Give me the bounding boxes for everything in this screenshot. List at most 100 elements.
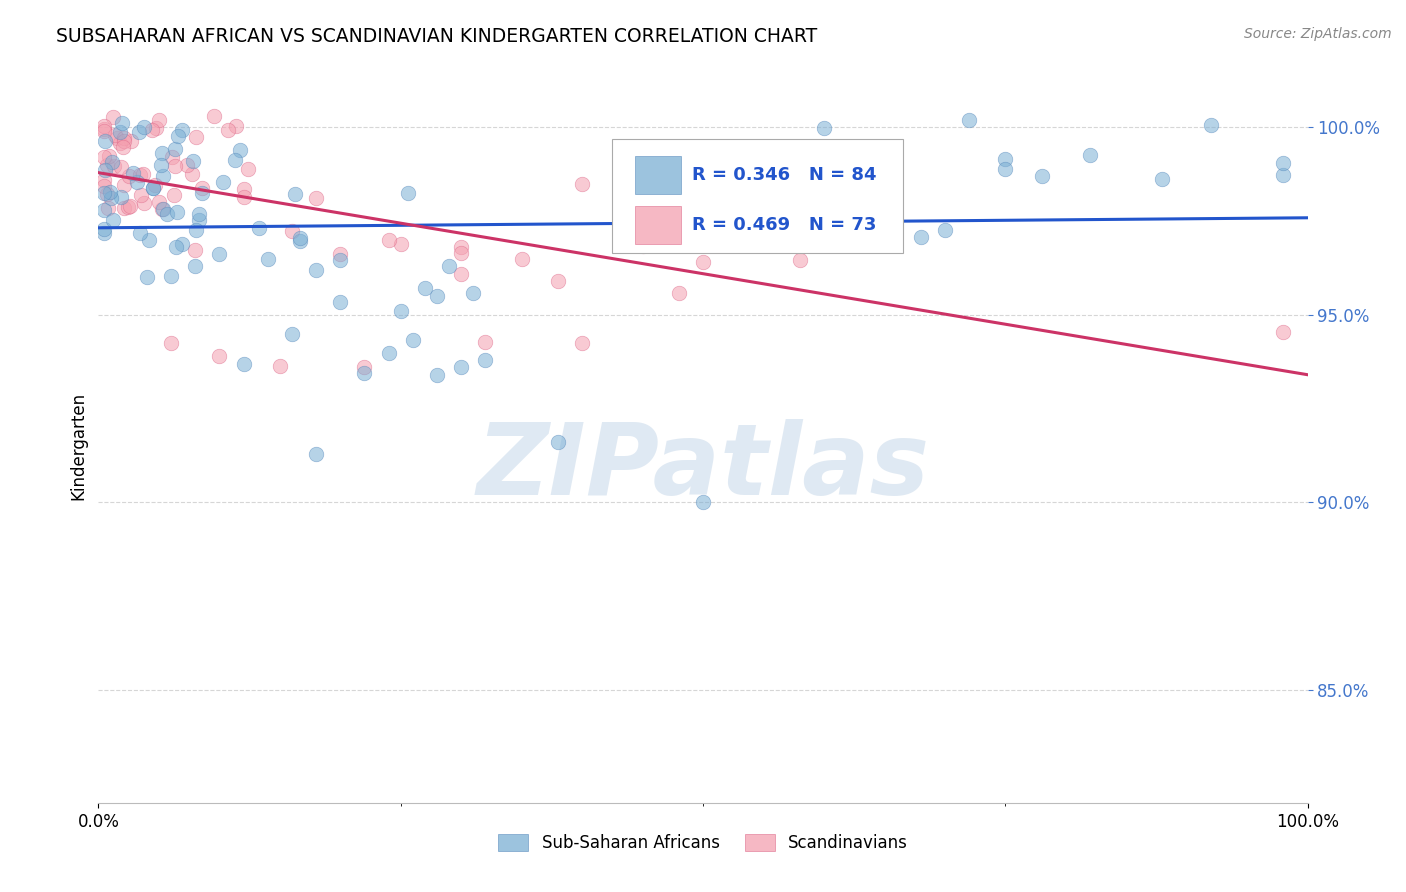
- Point: [122, 166, 145, 180]
- Point: [176, 158, 198, 172]
- Point: [957, 113, 980, 128]
- Point: [132, 195, 155, 210]
- Point: [1031, 169, 1053, 183]
- Point: [377, 233, 399, 247]
- Point: [211, 176, 233, 190]
- Point: [132, 120, 155, 135]
- Point: [104, 128, 127, 142]
- Text: Source: ZipAtlas.com: Source: ZipAtlas.com: [1244, 27, 1392, 41]
- Point: [93, 173, 115, 187]
- Point: [98, 185, 121, 199]
- Point: [184, 260, 207, 274]
- Point: [236, 161, 259, 176]
- Point: [186, 129, 208, 144]
- Point: [163, 159, 186, 173]
- Point: [1272, 169, 1295, 183]
- Point: [450, 267, 472, 281]
- Point: [437, 259, 460, 273]
- FancyBboxPatch shape: [613, 139, 903, 253]
- Point: [873, 178, 896, 192]
- Point: [692, 495, 714, 509]
- Point: [789, 253, 811, 268]
- Point: [402, 333, 425, 347]
- Point: [474, 335, 496, 350]
- Point: [450, 240, 472, 254]
- Point: [232, 190, 254, 204]
- Point: [1272, 156, 1295, 170]
- Point: [166, 128, 188, 143]
- Point: [181, 154, 204, 169]
- Point: [389, 303, 412, 318]
- Point: [142, 180, 165, 194]
- Point: [138, 233, 160, 247]
- Point: [934, 223, 956, 237]
- Point: [571, 335, 593, 350]
- Point: [142, 181, 165, 195]
- Point: [103, 110, 125, 124]
- Point: [103, 160, 125, 174]
- Point: [93, 186, 115, 201]
- Point: [547, 435, 569, 450]
- Point: [994, 162, 1017, 177]
- Point: [450, 360, 472, 375]
- Point: [547, 275, 569, 289]
- Point: [1272, 326, 1295, 340]
- Point: [93, 226, 115, 240]
- Point: [132, 167, 155, 181]
- Point: [305, 446, 328, 460]
- Point: [96, 186, 118, 201]
- Point: [163, 188, 186, 202]
- Point: [112, 201, 135, 215]
- Point: [110, 160, 132, 174]
- Point: [129, 226, 152, 240]
- Point: [152, 146, 174, 161]
- Point: [752, 190, 775, 204]
- Point: [281, 327, 304, 342]
- Point: [141, 123, 163, 137]
- Point: [170, 236, 193, 251]
- Point: [112, 134, 135, 148]
- Point: [187, 212, 209, 227]
- Point: [190, 186, 212, 200]
- Point: [284, 186, 307, 201]
- Point: [165, 240, 187, 254]
- Point: [110, 136, 132, 150]
- Point: [281, 224, 304, 238]
- FancyBboxPatch shape: [636, 205, 682, 244]
- Point: [148, 112, 170, 127]
- Text: SUBSAHARAN AFRICAN VS SCANDINAVIAN KINDERGARTEN CORRELATION CHART: SUBSAHARAN AFRICAN VS SCANDINAVIAN KINDE…: [56, 27, 817, 45]
- Point: [247, 220, 270, 235]
- Point: [426, 289, 449, 303]
- Point: [208, 246, 231, 260]
- Point: [94, 135, 117, 149]
- Point: [224, 153, 246, 168]
- Point: [93, 150, 115, 164]
- Point: [1199, 118, 1222, 132]
- Point: [413, 281, 436, 295]
- FancyBboxPatch shape: [636, 155, 682, 194]
- Point: [160, 268, 183, 283]
- Point: [813, 120, 835, 135]
- Text: R = 0.469   N = 73: R = 0.469 N = 73: [692, 216, 876, 234]
- Point: [329, 246, 352, 260]
- Point: [229, 143, 252, 157]
- Point: [105, 131, 128, 145]
- Point: [290, 231, 312, 245]
- Point: [232, 182, 254, 196]
- Point: [120, 134, 142, 148]
- Point: [305, 191, 328, 205]
- Point: [93, 120, 115, 134]
- Legend: Sub-Saharan Africans, Scandinavians: Sub-Saharan Africans, Scandinavians: [492, 827, 914, 859]
- Point: [813, 220, 835, 235]
- Point: [110, 190, 132, 204]
- Point: [166, 205, 188, 219]
- Point: [217, 123, 239, 137]
- Point: [692, 145, 714, 159]
- Point: [149, 158, 172, 172]
- Point: [353, 366, 375, 380]
- Point: [256, 252, 278, 266]
- Point: [510, 252, 533, 266]
- Point: [631, 239, 654, 253]
- Point: [93, 178, 115, 193]
- Point: [125, 175, 148, 189]
